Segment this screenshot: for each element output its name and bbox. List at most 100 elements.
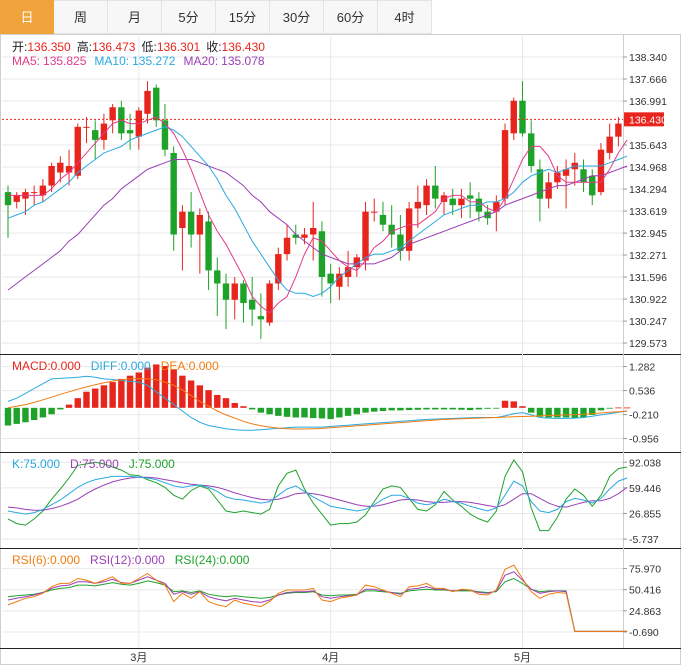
candle-body-38 bbox=[336, 273, 343, 287]
candle-body-32 bbox=[283, 237, 291, 255]
candle-body-39 bbox=[344, 267, 352, 277]
candle-body-49 bbox=[432, 185, 439, 199]
chart-frame bbox=[0, 34, 681, 665]
macd-bar-26 bbox=[231, 403, 238, 408]
macd-bar-40 bbox=[353, 407, 360, 415]
macd-bar-29 bbox=[257, 407, 265, 413]
rsi-tick-label-2: 24.863 bbox=[629, 606, 661, 618]
kdj-tick-label-2: 26.855 bbox=[629, 508, 661, 520]
last-price-label: 136.430 bbox=[629, 114, 667, 126]
candle-body-70 bbox=[615, 123, 622, 137]
macd-bar-18 bbox=[161, 366, 169, 408]
month-label-0: 3月 bbox=[130, 652, 147, 664]
macd-bar-17 bbox=[153, 364, 160, 408]
macd-bar-46 bbox=[405, 407, 413, 411]
candle-body-41 bbox=[362, 211, 369, 261]
candle-body-0 bbox=[4, 192, 12, 206]
macd-bar-23 bbox=[205, 390, 212, 408]
macd-bar-68 bbox=[597, 407, 605, 411]
price-tick-label-4: 134.968 bbox=[629, 162, 667, 174]
macd-bar-70 bbox=[615, 407, 622, 409]
tab-2[interactable]: 月 bbox=[108, 0, 162, 34]
macd-bar-43 bbox=[379, 407, 387, 412]
macd-bar-9 bbox=[83, 391, 90, 408]
macd-legend: MACD:0.000 DIFF:0.000 DEA:0.000 bbox=[12, 359, 219, 373]
candle-body-48 bbox=[423, 185, 430, 206]
tab-5[interactable]: 30分 bbox=[270, 0, 324, 34]
ma-legend: MA5: 135.825 MA10: 135.272 MA20: 135.078 bbox=[12, 54, 265, 68]
macd-bar-71 bbox=[623, 407, 631, 409]
candle-body-31 bbox=[275, 254, 282, 284]
macd-bar-63 bbox=[554, 407, 561, 418]
macd-bar-7 bbox=[65, 404, 73, 408]
macd-bar-58 bbox=[510, 401, 517, 408]
kdj-j-line bbox=[7, 458, 628, 532]
macd-bar-49 bbox=[432, 407, 439, 410]
price-tick-label-2: 136.991 bbox=[629, 96, 667, 108]
macd-bar-64 bbox=[562, 407, 570, 418]
macd-bar-60 bbox=[528, 407, 535, 413]
macd-bar-39 bbox=[344, 407, 352, 416]
tab-1[interactable]: 周 bbox=[54, 0, 108, 34]
candle-body-40 bbox=[353, 257, 360, 268]
candle-body-3 bbox=[30, 192, 38, 194]
candle-body-58 bbox=[510, 100, 517, 134]
macd-bar-52 bbox=[458, 407, 465, 410]
candle-body-11 bbox=[100, 123, 108, 140]
macd-tick-label-0: 1.282 bbox=[629, 362, 655, 374]
candle-body-66 bbox=[580, 169, 587, 183]
macd-bar-13 bbox=[118, 378, 125, 408]
macd-bar-66 bbox=[580, 407, 587, 418]
price-tick-label-12: 129.573 bbox=[629, 338, 667, 350]
candle-body-61 bbox=[536, 169, 544, 199]
macd-bar-5 bbox=[48, 407, 55, 415]
candle-body-9 bbox=[83, 126, 90, 128]
macd-bar-57 bbox=[501, 400, 509, 408]
tab-3[interactable]: 5分 bbox=[162, 0, 216, 34]
kdj-tick-label-1: 59.446 bbox=[629, 483, 661, 495]
macd-bar-1 bbox=[13, 407, 20, 424]
candle-body-20 bbox=[179, 211, 186, 228]
tab-7[interactable]: 4时 bbox=[378, 0, 432, 34]
candle-body-67 bbox=[589, 175, 596, 196]
macd-bar-35 bbox=[310, 407, 317, 419]
tab-6[interactable]: 60分 bbox=[324, 0, 378, 34]
rsi-tick-label-0: 75.970 bbox=[629, 564, 661, 576]
macd-bar-51 bbox=[449, 407, 456, 410]
macd-bar-19 bbox=[170, 369, 177, 408]
rsi24-line bbox=[7, 577, 628, 632]
candle-body-60 bbox=[528, 133, 535, 166]
candle-body-35 bbox=[310, 228, 317, 235]
macd-bar-20 bbox=[179, 375, 186, 408]
macd-bar-67 bbox=[589, 407, 596, 415]
chart-panels: 3月 4月 5月 138.340 137.666 136.991 135.643 134.96… bbox=[2, 52, 667, 664]
macd-bar-38 bbox=[336, 407, 343, 418]
timeframe-tabs: 日周月 5分 15分 30分 60分 4时 bbox=[0, 0, 682, 34]
macd-bar-54 bbox=[475, 407, 483, 410]
candle-body-42 bbox=[371, 211, 378, 213]
macd-bar-12 bbox=[109, 382, 116, 408]
macd-bar-50 bbox=[440, 407, 448, 410]
candlestick-chart: 3月 4月 5月 138.340 137.666 136.991 135.643 134.96… bbox=[0, 34, 681, 665]
macd-bar-16 bbox=[144, 367, 151, 408]
kdj-tick-label-3: -5.737 bbox=[629, 534, 659, 546]
rsi6-line bbox=[7, 564, 628, 632]
macd-bar-37 bbox=[327, 407, 334, 420]
macd-bar-69 bbox=[606, 407, 613, 409]
macd-bar-14 bbox=[126, 375, 134, 408]
candle-body-33 bbox=[292, 234, 299, 238]
candle-body-46 bbox=[405, 208, 413, 251]
price-tick-label-8: 132.271 bbox=[629, 250, 667, 262]
macd-bar-56 bbox=[493, 407, 500, 409]
macd-bar-32 bbox=[283, 407, 291, 417]
macd-bar-27 bbox=[240, 406, 247, 408]
tab-0[interactable]: 日 bbox=[0, 0, 54, 34]
candle-body-24 bbox=[214, 270, 221, 284]
candle-body-45 bbox=[397, 234, 404, 251]
candle-body-68 bbox=[597, 149, 605, 193]
macd-bar-53 bbox=[466, 407, 474, 411]
price-tick-label-0: 138.340 bbox=[629, 52, 667, 64]
tab-4[interactable]: 15分 bbox=[216, 0, 270, 34]
macd-bar-44 bbox=[388, 407, 395, 411]
macd-bar-24 bbox=[214, 394, 221, 408]
